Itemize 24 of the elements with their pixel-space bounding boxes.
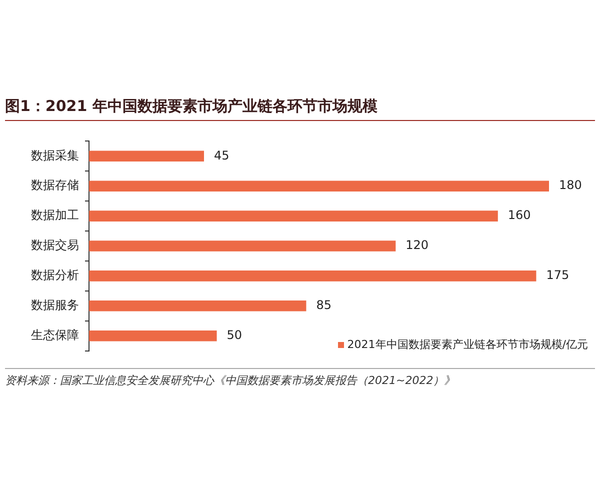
y-tick-label: 数据分析 — [31, 268, 79, 282]
y-tick-label: 数据采集 — [31, 148, 79, 162]
legend-label: 2021年中国数据要素产业链各环节市场规模/亿元 — [347, 337, 588, 352]
data-label: 120 — [406, 238, 429, 252]
y-tick-label: 生态保障 — [31, 328, 79, 342]
y-tick-label: 数据交易 — [31, 238, 79, 252]
chart-title: 图1：2021 年中国数据要素市场产业链各环节市场规模 — [5, 97, 378, 115]
data-label: 85 — [316, 298, 332, 312]
bar — [89, 300, 306, 312]
data-label: 45 — [214, 148, 230, 162]
bar — [89, 270, 536, 282]
data-label: 50 — [226, 328, 242, 342]
data-label: 180 — [559, 178, 582, 192]
data-label: 160 — [508, 208, 531, 222]
bar — [89, 330, 217, 342]
y-tick-label: 数据加工 — [31, 208, 79, 222]
y-tick-label: 数据服务 — [31, 298, 79, 312]
text: 资料来源：国家工业信息安全发展研究中心《中国数据要素市场发展报告（2021~2022）》 — [5, 373, 456, 388]
bar — [89, 150, 204, 162]
y-tick-label: 数据存储 — [31, 178, 79, 192]
bar — [89, 180, 549, 192]
data-label: 175 — [546, 268, 570, 282]
bar — [89, 240, 396, 252]
bar — [89, 210, 498, 222]
